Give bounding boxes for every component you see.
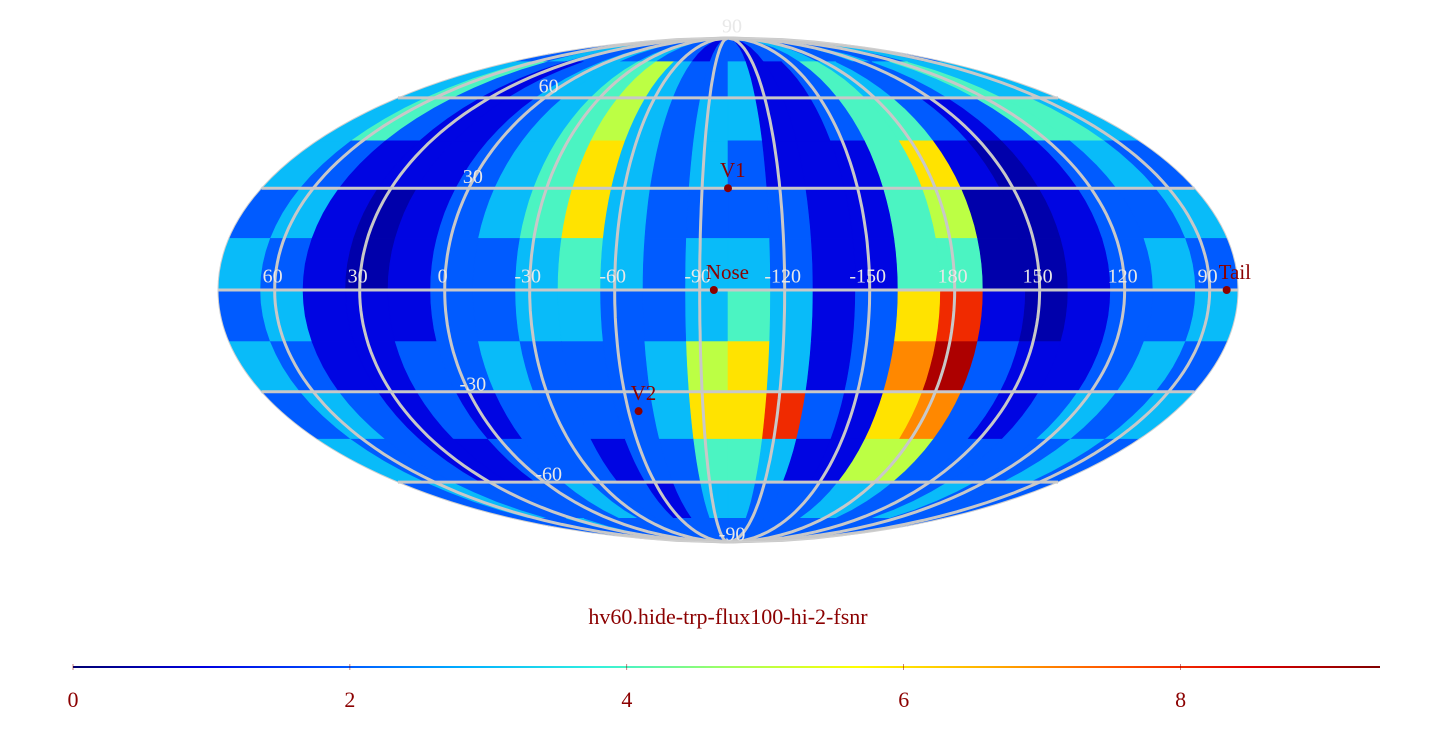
cell	[557, 238, 604, 291]
point-label: Nose	[706, 260, 749, 284]
cell	[1060, 238, 1111, 291]
cell	[727, 289, 771, 342]
colorbar	[73, 666, 1380, 668]
cell	[977, 289, 1026, 342]
point-label: V1	[720, 158, 746, 182]
cell	[1102, 289, 1154, 342]
cell	[805, 341, 854, 393]
cell	[894, 289, 941, 342]
cell	[600, 289, 646, 342]
cell	[852, 289, 899, 342]
lon-label: 60	[263, 266, 283, 288]
colorbar-tick-label: 4	[621, 687, 632, 712]
cell	[1060, 289, 1111, 342]
lon-label: 150	[1023, 266, 1053, 288]
point	[709, 286, 718, 294]
lon-label: 90	[1198, 266, 1218, 288]
cell	[977, 238, 1026, 291]
cell	[766, 187, 812, 239]
cell	[686, 341, 729, 393]
cell	[688, 391, 729, 440]
cell	[515, 289, 562, 342]
cell	[387, 238, 438, 291]
colorbar-ticks: 0 2 4 6 8	[68, 664, 1186, 712]
cell	[472, 289, 521, 342]
cell	[602, 187, 651, 239]
colorbar-tick-label: 8	[1175, 687, 1186, 712]
point	[634, 407, 643, 416]
lat-label: 60	[539, 75, 559, 97]
cell	[686, 187, 729, 239]
colorbar-tick-label: 0	[68, 687, 79, 712]
points: V1 Nose V2 Tail	[631, 158, 1252, 416]
colorbar-tick-label: 6	[898, 687, 909, 712]
cell	[766, 341, 812, 393]
lat-label: -90	[719, 524, 746, 546]
lon-label: 180	[938, 266, 968, 288]
colorbar-tick-label: 2	[344, 687, 355, 712]
cell	[810, 289, 856, 342]
lon-label: 30	[348, 266, 368, 288]
grid-labels: 60 30 0 -30 -60 -90 -120 -150 180 150 120 90 90 60 30 -…	[263, 16, 1218, 546]
point-label: Tail	[1219, 260, 1252, 284]
lon-label: -30	[514, 266, 541, 288]
lon-label: -150	[849, 266, 886, 288]
lat-label: 90	[722, 16, 742, 38]
point	[1222, 286, 1231, 294]
map-outline	[217, 37, 1239, 543]
cell	[644, 187, 690, 239]
cell	[557, 289, 604, 342]
lat-label: -60	[535, 464, 562, 486]
chart-title: hv60.hide-trp-flux100-hi-2-fsnr	[588, 604, 868, 629]
lat-label: 30	[463, 166, 483, 188]
lon-label: 120	[1108, 266, 1138, 288]
cell	[727, 187, 770, 239]
cell	[935, 289, 984, 342]
cell	[894, 238, 941, 291]
cell	[642, 238, 687, 291]
cell	[805, 187, 854, 239]
cell	[685, 289, 729, 342]
graticule	[217, 36, 1239, 544]
cell	[727, 391, 768, 440]
cell	[642, 289, 687, 342]
lat-label: -30	[459, 373, 486, 395]
point	[724, 184, 732, 193]
lon-label: -90	[684, 266, 711, 288]
cell	[387, 289, 438, 342]
lon-label: -120	[764, 266, 801, 288]
cell	[1018, 289, 1069, 342]
cell	[430, 289, 479, 342]
cell	[769, 289, 814, 342]
point-label: V2	[631, 381, 657, 405]
lon-label: -60	[599, 266, 626, 288]
cell	[345, 289, 396, 342]
cell	[727, 341, 770, 393]
cell	[472, 238, 521, 291]
lon-label: 0	[438, 266, 448, 288]
